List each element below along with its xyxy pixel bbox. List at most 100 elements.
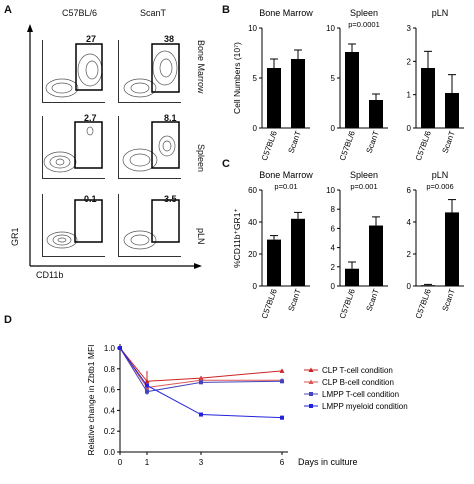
flow-plot-bm-c57bl6 — [42, 40, 105, 103]
chart2-ytick-label-0: 0 — [407, 124, 412, 133]
chart5-ytick-label-3: 6 — [407, 186, 412, 195]
chart1-pvalue: p=0.0001 — [348, 20, 380, 29]
chart4-ytick-label-4: 8 — [331, 205, 336, 214]
line-chart-xtick-label-3: 6 — [280, 458, 285, 467]
series-2-point-1 — [145, 389, 149, 394]
legend-marker-2 — [309, 392, 313, 396]
legend-marker-1 — [308, 379, 314, 384]
gate-percent-spleen-c57bl6: 2.7 — [84, 113, 97, 123]
chart3-ytick-label-2: 40 — [248, 218, 257, 227]
chart0-ytick-label-0: 0 — [253, 124, 258, 133]
chart1-category-1: ScanT — [365, 130, 381, 155]
chart5-ytick-label-0: 0 — [407, 282, 412, 291]
panel-a-label: A — [4, 4, 12, 16]
gate-percent-bm-c57bl6: 27 — [86, 34, 97, 44]
column-label-scant: ScanT — [140, 8, 167, 18]
chart2-ytick-label-1: 1 — [407, 91, 412, 100]
chart1-ytick-label-2: 10 — [326, 24, 335, 33]
series-0-point-3 — [279, 368, 285, 373]
chart1-bar-0 — [345, 52, 359, 128]
chart0-category-1: ScanT — [287, 130, 303, 155]
chart5-bar-1 — [445, 212, 459, 286]
chart1-ytick-label-1: 5 — [331, 74, 336, 83]
series-3-point-2 — [199, 412, 203, 417]
series-3-point-0 — [118, 346, 122, 350]
chart1-bar-1 — [369, 100, 383, 128]
chart3-bar-0 — [267, 239, 281, 286]
series-line-0 — [119, 347, 283, 382]
line-chart-xtick-label-2: 3 — [199, 458, 204, 467]
chart0-bar-0 — [267, 68, 281, 128]
chart4-category-0: C57BL/6 — [338, 287, 357, 320]
chart3-title: Bone Marrow — [259, 170, 313, 180]
chart3-bar-1 — [291, 218, 305, 286]
chart3-ytick-label-1: 20 — [248, 250, 257, 259]
legend-label-0: CLP T-cell condition — [322, 366, 393, 375]
chart5-bar-0 — [421, 285, 435, 286]
gate-percent-bm-scant: 38 — [164, 34, 175, 44]
chart3-pvalue: p=0.01 — [274, 182, 297, 191]
chart2-category-0: C57BL/6 — [414, 129, 433, 162]
flow-contours — [43, 43, 180, 250]
chart4-ytick-label-3: 6 — [331, 224, 336, 233]
chart3-ytick-label-3: 60 — [248, 186, 257, 195]
chart5-title: pLN — [432, 170, 449, 180]
chart5-ytick-label-2: 4 — [407, 218, 412, 227]
line-chart-ytick-label-4: 0.8 — [104, 365, 116, 374]
flow-x-axis-label: CD11b — [36, 270, 64, 280]
gate-percent-pln-scant: 3.5 — [164, 194, 177, 204]
legend-label-1: CLP B-cell condition — [322, 378, 394, 387]
chart0-category-0: C57BL/6 — [260, 129, 279, 162]
panel-b-label: B — [222, 4, 230, 16]
chart0-ytick-label-1: 5 — [253, 74, 258, 83]
legend-marker-3 — [309, 404, 313, 408]
panel-c-label: C — [222, 158, 230, 170]
chart0-bar-1 — [291, 59, 305, 128]
chart3-category-0: C57BL/6 — [260, 287, 279, 320]
chart0-ylabel: Cell Numbers (10⁷) — [232, 42, 242, 114]
chart4-title: Spleen — [350, 170, 378, 180]
chart4-bar-1 — [369, 225, 383, 286]
chart4-category-1: ScanT — [365, 288, 381, 313]
chart2-bar-1 — [445, 93, 459, 128]
series-0-point-1 — [144, 378, 150, 384]
chart1-ytick-label-0: 0 — [331, 124, 336, 133]
series-3-point-3 — [280, 415, 284, 420]
series-line-1 — [119, 347, 282, 389]
line-chart-xtick-label-1: 1 — [145, 458, 150, 467]
chart4-ytick-label-0: 0 — [331, 282, 336, 291]
series-3-point-1 — [145, 383, 149, 388]
series-2-point-2 — [199, 380, 203, 385]
chart4-ytick-label-5: 10 — [326, 186, 335, 195]
legend-marker-0 — [308, 367, 314, 372]
chart4-pvalue: p=0.001 — [350, 182, 377, 191]
flow-axis-arrows — [27, 24, 202, 269]
column-label-c57bl6: C57BL/6 — [62, 8, 98, 18]
panel-d-label: D — [4, 314, 12, 326]
series-line-2 — [119, 347, 283, 393]
chart2-title: pLN — [432, 8, 449, 18]
chart0-ytick-label-2: 10 — [248, 24, 257, 33]
chart5-category-0: C57BL/6 — [414, 287, 433, 320]
chart5-ytick-label-1: 2 — [407, 250, 412, 259]
line-chart-ytick-label-0: 0.0 — [104, 448, 116, 457]
gate-percent-spleen-scant: 8.1 — [164, 113, 177, 123]
chart4-ytick-label-2: 4 — [331, 244, 336, 253]
chart2-category-1: ScanT — [441, 130, 457, 155]
gate-percent-pln-c57bl6: 0.1 — [84, 194, 97, 204]
chart3-ytick-label-0: 0 — [253, 282, 258, 291]
chart3-ylabel: %CD11b⁺GR1⁺ — [232, 208, 242, 268]
chart1-title: Spleen — [350, 8, 378, 18]
line-chart-ytick-label-1: 0.2 — [104, 427, 116, 436]
chart5-pvalue: p=0.006 — [426, 182, 453, 191]
line-chart-xtick-label-0: 0 — [118, 458, 123, 467]
chart4-ytick-label-1: 2 — [331, 263, 336, 272]
chart2-bar-0 — [421, 68, 435, 128]
legend-label-2: LMPP T-cell condition — [322, 390, 399, 399]
chart2-ytick-label-2: 2 — [407, 57, 412, 66]
chart4-bar-0 — [345, 268, 359, 286]
line-chart-xlabel: Days in culture — [298, 457, 358, 467]
chart5-category-1: ScanT — [441, 288, 457, 313]
legend-label-3: LMPP myeloid condition — [322, 402, 408, 411]
